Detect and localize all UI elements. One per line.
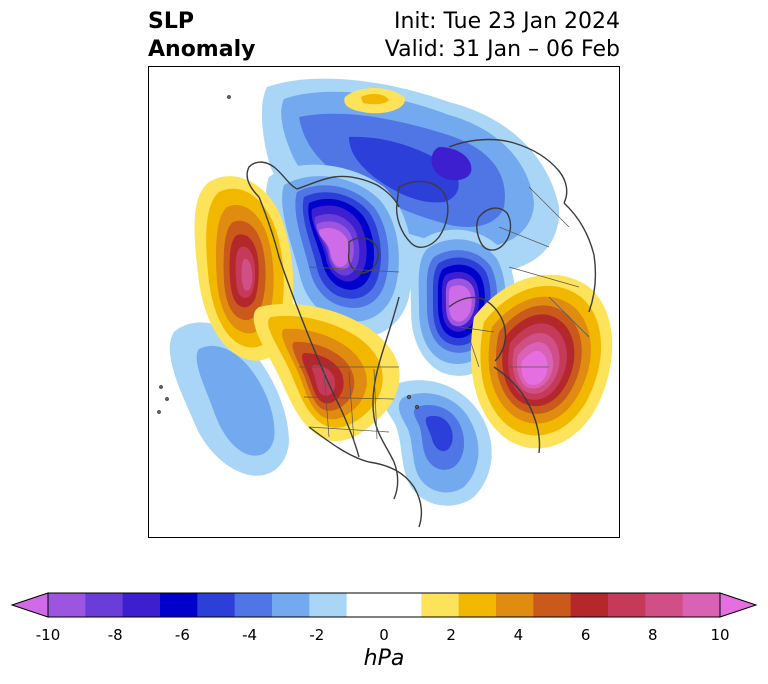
colorbar-segment [608, 593, 646, 617]
colorbar-segment [272, 593, 310, 617]
colorbar-segment [309, 593, 348, 617]
map-panel [148, 66, 620, 538]
colorbar-extend-right [719, 592, 758, 618]
colorbar-tick-label: -8 [107, 626, 123, 644]
colorbar-segment [160, 593, 198, 617]
colorbar-tick-label: 2 [446, 626, 456, 644]
colorbar-segment [122, 593, 161, 617]
init-date: Init: Tue 23 Jan 2024 [393, 9, 620, 34]
colorbar-tick-label: 0 [379, 626, 389, 644]
valid-dates: Valid: 31 Jan – 06 Feb [384, 37, 620, 62]
high-barents-coast [344, 88, 405, 114]
high-ural-siberia [470, 274, 613, 449]
country-borders [299, 186, 590, 443]
colorbar-segment [682, 593, 721, 617]
title-variable: SLP [148, 9, 194, 34]
colorbar-segment [48, 593, 86, 617]
colorbar-segment [384, 593, 422, 617]
colorbar-segment [234, 593, 273, 617]
colorbar-tick-label: 10 [710, 626, 730, 644]
low-eastern-pacific [169, 322, 289, 476]
colorbar-segment [458, 593, 497, 617]
slp-anomaly-map [157, 78, 613, 528]
colorbar-segment [496, 593, 534, 617]
colorbar-border [47, 592, 721, 618]
colorbar-segment [421, 593, 460, 617]
colorbar-tick-label: 4 [513, 626, 524, 644]
colorbar-segments [48, 593, 721, 617]
colorbar-segment [346, 593, 385, 617]
colorbar-segment [570, 593, 609, 617]
colorbar-tick-label: 8 [648, 626, 658, 644]
coastlines [157, 95, 597, 528]
title-variable-type: Anomaly [148, 37, 256, 62]
colorbar-tick-label: -2 [309, 626, 325, 644]
colorbar [10, 592, 758, 618]
colorbar-tick-label: -6 [174, 626, 190, 644]
colorbar-tick-label: -10 [35, 626, 61, 644]
low-north-atlantic [382, 380, 492, 506]
colorbar-tick-label: -4 [242, 626, 258, 644]
colorbar-extend-left [10, 592, 49, 618]
colorbar-segment [645, 593, 684, 617]
colorbar-unit-label: hPa [363, 646, 405, 671]
low-canadian-arctic [266, 164, 413, 339]
colorbar-segment [197, 593, 236, 617]
title-left: SLP Anomaly [148, 8, 255, 64]
colorbar-segment [533, 593, 572, 617]
title-right: Init: Tue 23 Jan 2024 Valid: 31 Jan – 06… [385, 8, 620, 64]
colorbar-segment [85, 593, 124, 617]
colorbar-tick-label: 6 [580, 626, 591, 644]
